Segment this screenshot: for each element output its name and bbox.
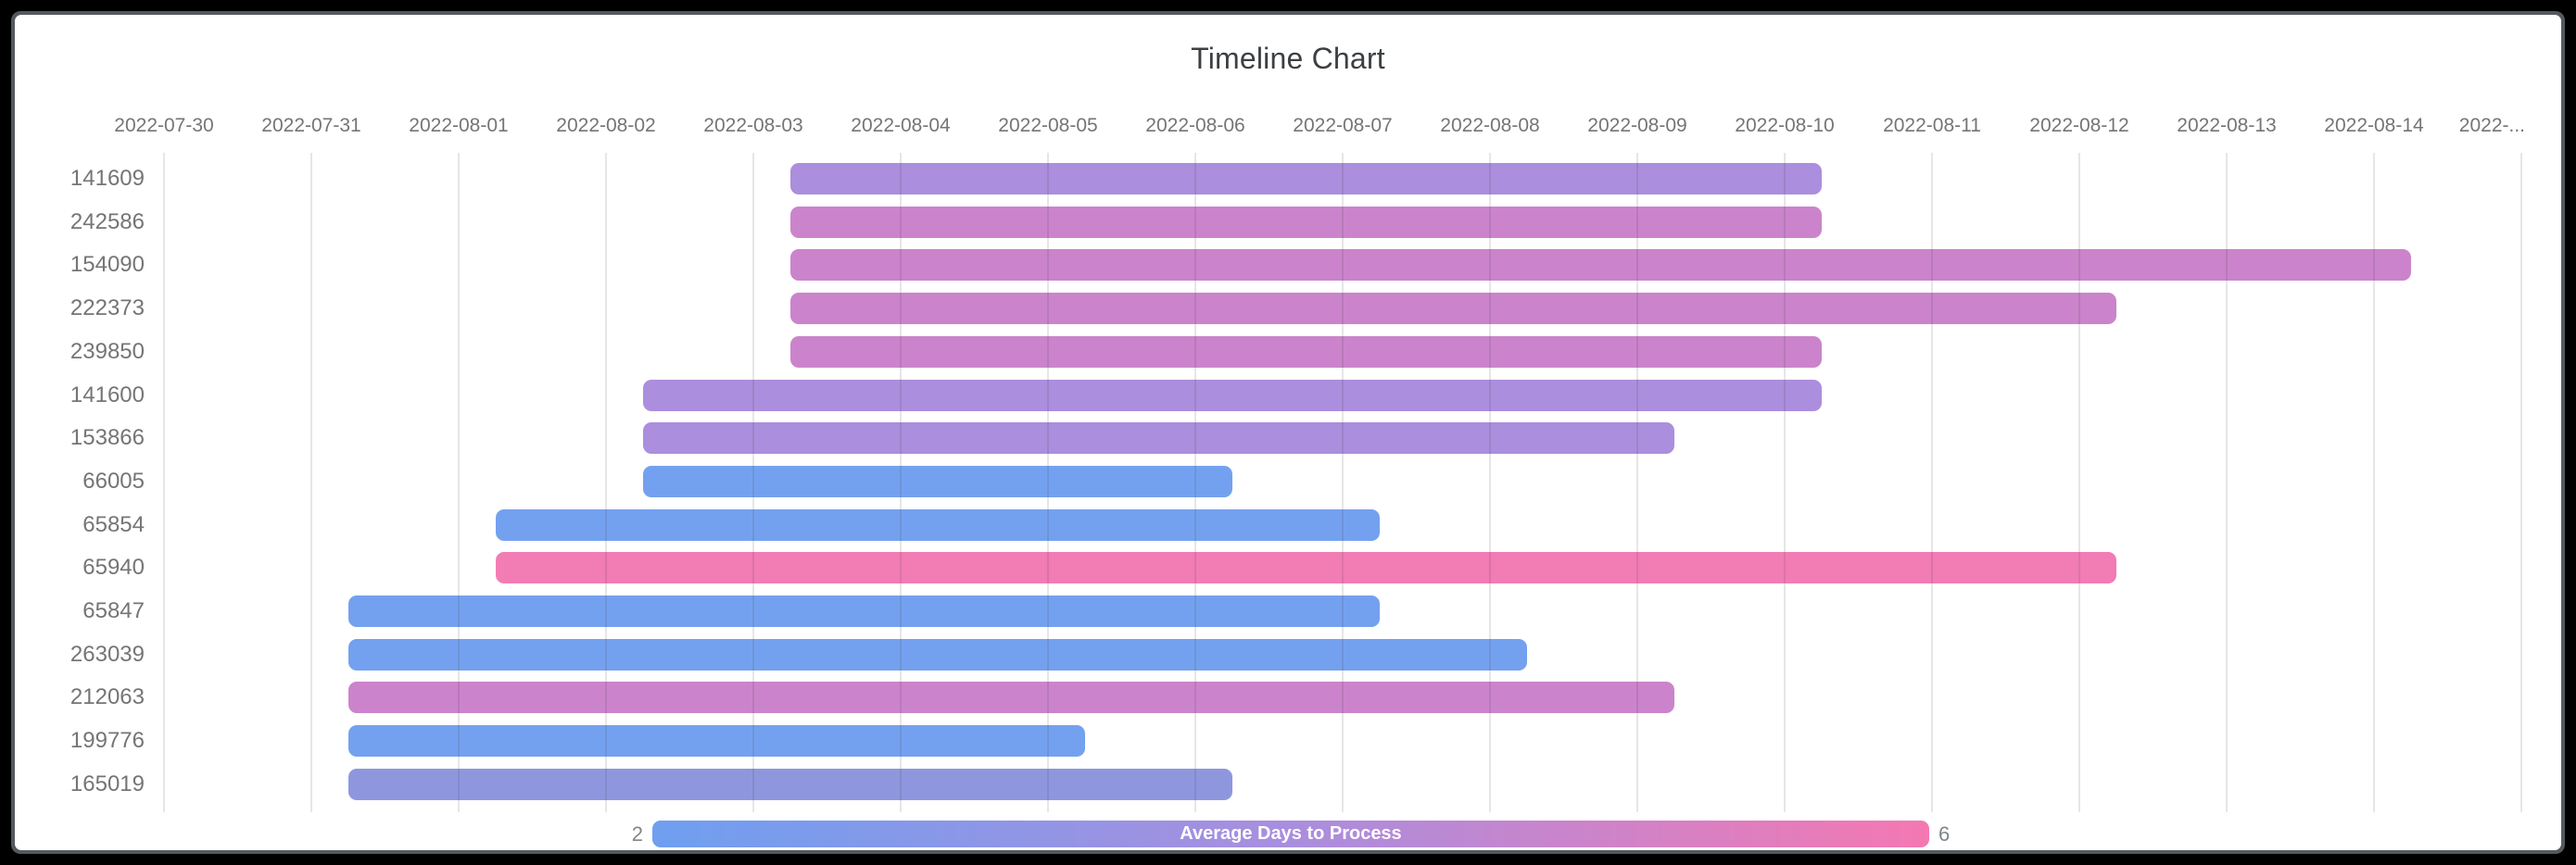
- x-tick-label: 2022-08-01: [409, 115, 509, 136]
- timeline-bar[interactable]: [495, 508, 1380, 541]
- y-axis-label: 154090: [69, 252, 145, 278]
- grid-line: [2226, 153, 2228, 812]
- y-axis-label: 263039: [69, 641, 145, 667]
- timeline-bar[interactable]: [789, 293, 2116, 325]
- x-tick-label: 2022-08-09: [1587, 115, 1687, 136]
- timeline-bar[interactable]: [642, 379, 1822, 411]
- x-tick-label: 2022-08-06: [1145, 115, 1245, 136]
- grid-line: [900, 153, 902, 812]
- y-axis-label: 199776: [69, 728, 145, 754]
- grid-line: [1342, 153, 1344, 812]
- timeline-bar[interactable]: [347, 638, 1527, 671]
- x-tick-label: 2022-08-05: [998, 115, 1098, 136]
- x-tick-label: 2022-...: [2458, 115, 2525, 136]
- y-axis-label: 239850: [69, 338, 145, 364]
- grid-line: [310, 153, 312, 812]
- y-axis-label: 222373: [69, 295, 145, 321]
- grid-line: [458, 153, 460, 812]
- timeline-bar[interactable]: [642, 465, 1232, 497]
- timeline-bar[interactable]: [347, 768, 1232, 800]
- x-tick-label: 2022-08-11: [1883, 115, 1981, 136]
- timeline-bar[interactable]: [347, 595, 1380, 627]
- grid-line: [2373, 153, 2375, 812]
- timeline-bar[interactable]: [789, 206, 1822, 238]
- y-axis-label: 153866: [69, 425, 145, 451]
- grid-line: [1489, 153, 1491, 812]
- grid-line: [1931, 153, 1933, 812]
- x-tick-label: 2022-07-31: [261, 115, 361, 136]
- y-axis-label: 242586: [69, 208, 145, 234]
- x-tick-label: 2022-08-08: [1440, 115, 1540, 136]
- grid-line: [2520, 153, 2522, 812]
- grid-line: [1194, 153, 1196, 812]
- grid-line: [1636, 153, 1638, 812]
- grid-line: [1047, 153, 1049, 812]
- y-axis-label: 66005: [82, 468, 145, 494]
- x-tick-label: 2022-08-02: [556, 115, 656, 136]
- x-tick-label: 2022-08-14: [2324, 115, 2424, 136]
- y-axis-label: 65847: [82, 598, 145, 623]
- timeline-bar[interactable]: [789, 335, 1822, 368]
- grid-line: [1784, 153, 1786, 812]
- chart-title: Timeline Chart: [1191, 42, 1385, 75]
- x-tick-label: 2022-07-30: [114, 115, 214, 136]
- y-axis-label: 141600: [69, 382, 145, 407]
- timeline-bar[interactable]: [347, 725, 1085, 758]
- y-axis-label: 165019: [69, 771, 145, 796]
- x-tick-label: 2022-08-07: [1293, 115, 1393, 136]
- grid-line: [2078, 153, 2080, 812]
- y-axis-label: 65940: [82, 555, 145, 581]
- grid-line: [752, 153, 754, 812]
- x-tick-label: 2022-08-13: [2177, 115, 2277, 136]
- x-tick-label: 2022-08-10: [1735, 115, 1835, 136]
- timeline-bar[interactable]: [789, 249, 2411, 282]
- y-axis-label: 212063: [69, 684, 145, 710]
- y-axis-label: 65854: [82, 511, 145, 537]
- y-axis-label: 141609: [69, 166, 145, 191]
- x-tick-label: 2022-08-03: [703, 115, 803, 136]
- grid-line: [605, 153, 607, 812]
- timeline-bar[interactable]: [495, 552, 2116, 584]
- timeline-bar[interactable]: [347, 682, 1674, 714]
- timeline-bar[interactable]: [642, 422, 1674, 455]
- grid-line: [163, 153, 165, 812]
- timeline-bar[interactable]: [789, 163, 1822, 194]
- x-tick-label: 2022-08-04: [851, 115, 951, 136]
- x-tick-label: 2022-08-12: [2029, 115, 2129, 136]
